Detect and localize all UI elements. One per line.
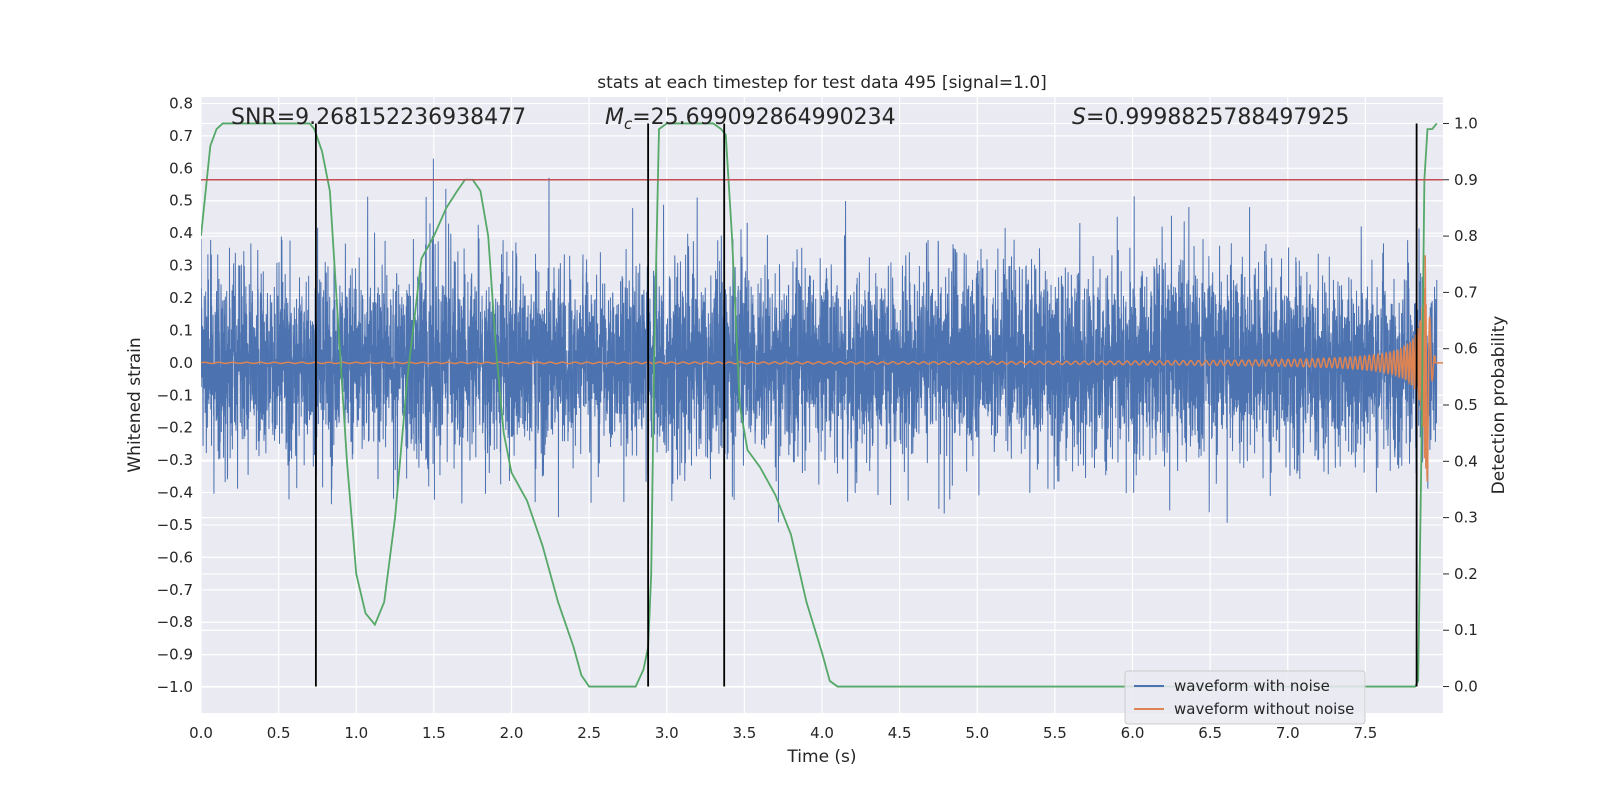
x-tick-label-13: 6.5 xyxy=(1198,724,1222,742)
x-tick-label-4: 2.0 xyxy=(500,724,524,742)
snr-annotation: SNR=9.268152236938477 xyxy=(231,105,526,130)
chart-title: stats at each timestep for test data 495… xyxy=(597,73,1047,93)
y-tick-label-18: −1.0 xyxy=(157,678,193,696)
y2-tick-label-9: 0.1 xyxy=(1454,621,1478,639)
series-line-2 xyxy=(201,122,1438,688)
y2-tick-label-3: 0.7 xyxy=(1454,283,1478,301)
y2-tick-label-4: 0.6 xyxy=(1454,340,1478,358)
y2-tick-label-8: 0.2 xyxy=(1454,565,1478,583)
score-value: =0.9998825788497925 xyxy=(1086,105,1349,130)
y-tick-label-9: −0.1 xyxy=(157,386,193,404)
x-tick-label-10: 5.0 xyxy=(965,724,989,742)
x-tick-label-1: 0.5 xyxy=(267,724,291,742)
legend: waveform with noise waveform without noi… xyxy=(1124,670,1366,725)
chirp-mass-annotation: Mc=25.699092864990234 xyxy=(605,105,896,133)
x-tick-label-12: 6.0 xyxy=(1121,724,1145,742)
series-line-0 xyxy=(201,158,1438,523)
y2-axis-label: Detection probability xyxy=(1489,316,1509,495)
y-tick-label-11: −0.3 xyxy=(157,451,193,469)
y2-tick-label-5: 0.5 xyxy=(1454,396,1478,414)
x-tick-label-15: 7.5 xyxy=(1353,724,1377,742)
x-tick-label-5: 2.5 xyxy=(577,724,601,742)
x-tick-label-2: 1.0 xyxy=(344,724,368,742)
y-tick-label-5: 0.3 xyxy=(169,257,193,275)
legend-label-clean: waveform without noise xyxy=(1174,700,1354,718)
x-tick-label-11: 5.5 xyxy=(1043,724,1067,742)
x-tick-label-14: 7.0 xyxy=(1276,724,1300,742)
chirp-mass-symbol: M xyxy=(605,105,624,130)
score-symbol: S xyxy=(1072,105,1086,130)
y-tick-label-15: −0.7 xyxy=(157,581,193,599)
y-tick-label-2: 0.6 xyxy=(169,159,193,177)
x-tick-label-6: 3.0 xyxy=(655,724,679,742)
chirp-mass-value: =25.699092864990234 xyxy=(632,105,895,130)
x-axis-label: Time (s) xyxy=(786,747,856,767)
x-tick-label-9: 4.5 xyxy=(888,724,912,742)
x-tick-label-8: 4.0 xyxy=(810,724,834,742)
y-tick-label-8: 0.0 xyxy=(169,354,193,372)
ticks-layer: 0.0 0.5 1.0 1.5 2.0 2.5 3.0 3.5 4.0 4.5 5.0 5.5 6.0 6… xyxy=(157,94,1478,742)
y-tick-label-3: 0.5 xyxy=(169,192,193,210)
y-tick-label-12: −0.4 xyxy=(157,484,193,502)
y2-tick-label-2: 0.8 xyxy=(1454,227,1478,245)
x-tick-label-0: 0.0 xyxy=(189,724,213,742)
legend-box xyxy=(1124,670,1366,725)
y-axis-label: Whitened strain xyxy=(125,337,145,472)
chirp-mass-subscript: c xyxy=(624,115,633,133)
series-layer xyxy=(201,122,1443,688)
y2-tick-label-7: 0.3 xyxy=(1454,509,1478,527)
x-tick-label-3: 1.5 xyxy=(422,724,446,742)
y-tick-label-17: −0.9 xyxy=(157,646,193,664)
y-tick-label-6: 0.2 xyxy=(169,289,193,307)
x-tick-label-7: 3.5 xyxy=(732,724,756,742)
series-line-1 xyxy=(201,255,1443,482)
legend-label-noise: waveform with noise xyxy=(1174,677,1330,695)
y2-tick-label-6: 0.4 xyxy=(1454,452,1478,470)
score-annotation: S=0.9998825788497925 xyxy=(1072,105,1349,130)
y-tick-label-16: −0.8 xyxy=(157,613,193,631)
y2-tick-label-0: 1.0 xyxy=(1454,114,1478,132)
y-tick-label-13: −0.5 xyxy=(157,516,193,534)
y-tick-label-4: 0.4 xyxy=(169,224,193,242)
y-tick-label-7: 0.1 xyxy=(169,321,193,339)
y-tick-label-10: −0.2 xyxy=(157,419,193,437)
y-tick-label-1: 0.7 xyxy=(169,127,193,145)
y-tick-label-0: 0.8 xyxy=(169,94,193,112)
y2-tick-label-10: 0.0 xyxy=(1454,678,1478,696)
y2-tick-label-1: 0.9 xyxy=(1454,171,1478,189)
y-tick-label-14: −0.6 xyxy=(157,548,193,566)
